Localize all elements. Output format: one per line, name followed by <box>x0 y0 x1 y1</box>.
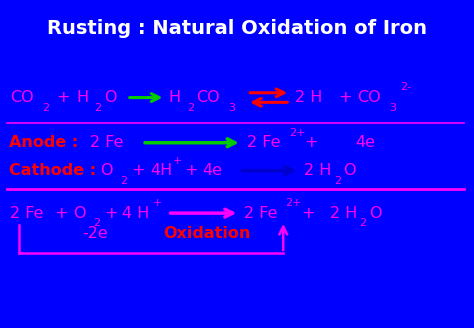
Text: O: O <box>369 206 382 221</box>
Text: 4 H: 4 H <box>122 206 150 221</box>
Text: +: + <box>104 206 117 221</box>
Text: +: + <box>173 155 182 166</box>
Text: 2: 2 <box>334 176 341 186</box>
Text: 2: 2 <box>187 103 194 113</box>
Text: H: H <box>76 90 88 105</box>
Text: 4H: 4H <box>150 163 172 178</box>
Text: 2 H: 2 H <box>329 206 357 221</box>
Text: +: + <box>301 206 314 221</box>
Text: +: + <box>304 135 318 150</box>
Text: Oxidation: Oxidation <box>163 226 250 240</box>
Text: 3: 3 <box>228 103 236 113</box>
Text: 2+: 2+ <box>285 198 302 208</box>
Text: 2: 2 <box>94 103 101 113</box>
Text: H: H <box>169 90 181 105</box>
Text: +: + <box>131 163 145 178</box>
Text: 2: 2 <box>42 103 49 113</box>
Text: 2: 2 <box>120 176 128 186</box>
Text: O: O <box>100 163 113 178</box>
Text: 2 Fe: 2 Fe <box>10 206 44 221</box>
Text: CO: CO <box>196 90 220 105</box>
Text: 2 H: 2 H <box>295 90 322 105</box>
Text: Anode :: Anode : <box>9 135 79 150</box>
Text: O: O <box>104 90 116 105</box>
Text: 2-: 2- <box>400 82 411 92</box>
Text: -2e: -2e <box>82 226 108 240</box>
Text: CO: CO <box>357 90 381 105</box>
Text: +: + <box>153 198 162 208</box>
Text: 2 Fe: 2 Fe <box>247 135 281 150</box>
Text: +: + <box>184 163 197 178</box>
Text: 2 Fe: 2 Fe <box>90 135 123 150</box>
Text: CO: CO <box>10 90 34 105</box>
Text: O: O <box>73 206 85 221</box>
Text: 4e: 4e <box>355 135 375 150</box>
Text: Rusting : Natural Oxidation of Iron: Rusting : Natural Oxidation of Iron <box>47 19 427 38</box>
Text: Cathode :: Cathode : <box>9 163 97 178</box>
Text: 3: 3 <box>390 103 397 113</box>
Text: +: + <box>54 206 68 221</box>
Text: 2 H: 2 H <box>304 163 331 178</box>
Text: +: + <box>338 90 351 105</box>
Text: 4e: 4e <box>202 163 222 178</box>
Text: 2+: 2+ <box>289 128 305 138</box>
Text: 2: 2 <box>360 218 367 228</box>
Text: +: + <box>56 90 70 105</box>
Text: 2: 2 <box>92 218 100 228</box>
Text: 2 Fe: 2 Fe <box>244 206 277 221</box>
Text: O: O <box>343 163 356 178</box>
